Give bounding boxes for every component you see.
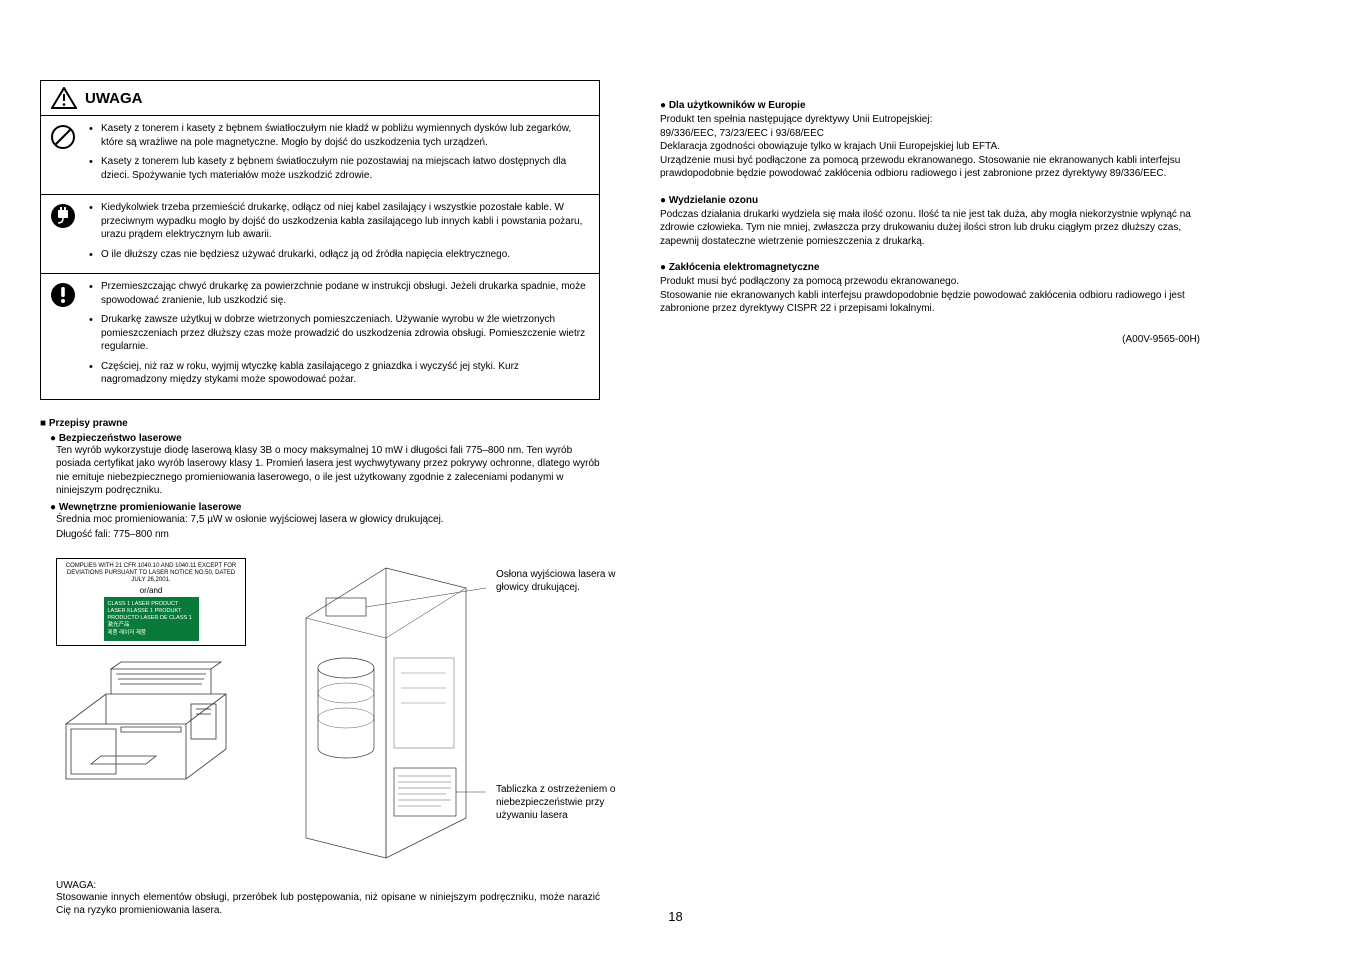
- internal-radiation-title: ● Wewnętrzne promieniowanie laserowe: [40, 502, 600, 513]
- warning-header: UWAGA: [41, 81, 599, 116]
- note-label: UWAGA:: [56, 880, 600, 891]
- green-class1-label: CLASS 1 LASER PRODUCT LASER KLASSE 1 PRO…: [104, 597, 199, 641]
- warning-item: Kasety z tonerem i kasety z bębnem świat…: [85, 122, 587, 149]
- ozone-body: Podczas działania drukarki wydziela się …: [660, 208, 1220, 249]
- internal-radiation-body2: Długość fali: 775–800 nm: [40, 528, 600, 542]
- document-code: (A00V-9565-00H): [660, 334, 1220, 345]
- warning-box: UWAGA Kasety z tonerem i kasety z bębnem…: [40, 80, 600, 400]
- warning-section-2: Kiedykolwiek trzeba przemieścić drukarkę…: [41, 195, 599, 274]
- printer-internal-illustration: [286, 558, 486, 868]
- warning-item: Kasety z tonerem lub kasety z bębnem świ…: [85, 155, 587, 182]
- diagram-area: COMPLIES WITH 21 CFR 1040.10 AND 1040.11…: [56, 558, 600, 868]
- legal-heading: ■ Przepisy prawne: [40, 418, 600, 429]
- warning-section-1: Kasety z tonerem i kasety z bębnem świat…: [41, 116, 599, 195]
- green-line: CLASS 1 LASER PRODUCT: [108, 601, 195, 608]
- laser-safety-body: Ten wyrób wykorzystuje diodę laserową kl…: [40, 444, 600, 498]
- emi-body: Produkt musi być podłączony za pomocą pr…: [660, 275, 1220, 316]
- callout-warning-label: Tabliczka z ostrzeżeniem o niebezpieczeń…: [496, 783, 646, 822]
- printer-illustration: [56, 654, 246, 799]
- ozone-title: ● Wydzielanie ozonu: [660, 195, 1220, 206]
- warning-section-3: Przemieszczając chwyć drukarkę za powier…: [41, 274, 599, 399]
- callout-laser-aperture: Osłona wyjściowa lasera w głowicy drukuj…: [496, 568, 646, 594]
- warning-item: O ile dłuższy czas nie będziesz używać d…: [85, 248, 587, 262]
- emi-title: ● Zakłócenia elektromagnetyczne: [660, 262, 1220, 273]
- warning-item: Częściej, niż raz w roku, wyjmij wtyczkę…: [85, 360, 587, 387]
- green-line: 激光产品: [108, 622, 195, 629]
- mandatory-icon: [50, 282, 76, 308]
- unplug-icon: [50, 203, 76, 229]
- note-body: Stosowanie innych elementów obsługi, prz…: [56, 891, 600, 918]
- compliance-label: COMPLIES WITH 21 CFR 1040.10 AND 1040.11…: [56, 558, 246, 646]
- eu-title: ● Dla użytkowników w Europie: [660, 100, 1220, 111]
- page-number: 18: [668, 909, 682, 924]
- internal-radiation-body1: Średnia moc promieniowania: 7,5 µW w osł…: [40, 513, 600, 527]
- warning-title: UWAGA: [85, 90, 143, 107]
- eu-body: Produkt ten spełnia następujące dyrektyw…: [660, 113, 1220, 181]
- warning-item: Kiedykolwiek trzeba przemieścić drukarkę…: [85, 201, 587, 242]
- prohibit-icon: [50, 124, 76, 150]
- laser-safety-title: ● Bezpieczeństwo laserowe: [40, 433, 600, 444]
- warning-triangle-icon: [51, 87, 77, 109]
- green-line: LASER KLASSE 1 PRODUKT: [108, 608, 195, 615]
- label-orand: or/and: [61, 584, 241, 597]
- label-line2: DEVIATIONS PURSUANT TO LASER NOTICE NO.5…: [61, 570, 241, 584]
- label-line1: COMPLIES WITH 21 CFR 1040.10 AND 1040.11…: [61, 563, 241, 570]
- warning-item: Drukarkę zawsze użytkuj w dobrze wietrzo…: [85, 313, 587, 354]
- green-line: 제품 레이저 제품: [108, 630, 195, 637]
- warning-item: Przemieszczając chwyć drukarkę za powier…: [85, 280, 587, 307]
